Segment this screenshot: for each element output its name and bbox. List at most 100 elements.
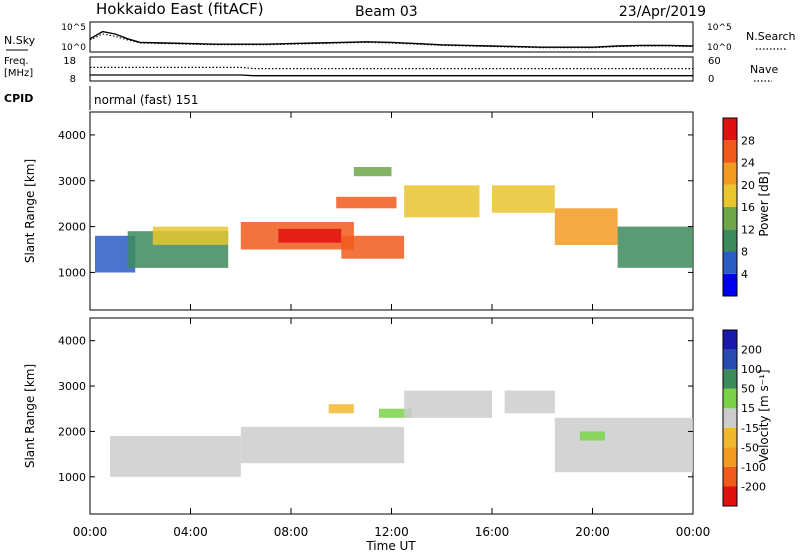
velocity-xticks — [89, 318, 694, 514]
colorbar-tick-label: 200 — [741, 344, 762, 357]
colorbar-cell — [723, 486, 737, 506]
noise-tick-right-top: 10^5 — [707, 23, 732, 33]
colorbar-tick-label: 4 — [741, 268, 748, 281]
xlabel: Time UT — [365, 539, 416, 553]
power-colorbar — [722, 117, 738, 297]
heatmap-region — [152, 226, 229, 245]
heatmap-region — [110, 436, 241, 477]
nsearch-label: N.Search — [746, 30, 796, 43]
range-tick-label: 4000 — [58, 335, 86, 348]
heatmap-region — [404, 185, 480, 218]
heatmap-region — [492, 185, 555, 213]
freq-unit-label: [MHz] — [4, 68, 33, 79]
colorbar-tick-label: 20 — [741, 179, 755, 192]
time-tick-label: 12:00 — [374, 525, 409, 539]
colorbar-cell — [723, 330, 737, 350]
range-tick-label: 1000 — [58, 266, 86, 279]
colorbar-cell — [723, 408, 737, 428]
colorbar-tick-label: -50 — [741, 441, 759, 454]
cpid-label: CPID — [4, 92, 33, 105]
heatmap-region — [240, 426, 405, 464]
freq-tick-right-top: 60 — [708, 56, 721, 67]
range-tick-label: 3000 — [58, 175, 86, 188]
beam-title: Beam 03 — [355, 4, 418, 20]
colorbar-tick-label: 16 — [741, 201, 755, 214]
freq-tick-left-top: 18 — [63, 56, 76, 67]
freq-series-line — [90, 74, 693, 77]
cpid-value: normal (fast) 151 — [94, 93, 198, 107]
heatmap-region — [404, 390, 492, 418]
velocity-plot — [110, 390, 693, 477]
noise-tick-left-bottom: 10^0 — [61, 43, 86, 53]
velocity-ylabel: Slant Range [km] — [23, 364, 37, 468]
time-tick-label: 08:00 — [274, 525, 309, 539]
colorbar-cell — [723, 118, 737, 141]
colorbar-cell — [723, 369, 737, 389]
velocity-colorbar — [722, 329, 738, 507]
colorbar-cell — [723, 447, 737, 467]
freq-plot — [90, 66, 693, 77]
colorbar-tick-label: 24 — [741, 157, 755, 170]
velocity-colorbar-ticks: -200 -100 -50 -15 15 50 100 200 — [741, 344, 766, 494]
colorbar-cell — [723, 140, 737, 163]
heatmap-region — [579, 431, 605, 441]
power-ylabel: Slant Range [km] — [23, 159, 37, 263]
heatmap-region — [554, 208, 618, 245]
colorbar-cell — [723, 162, 737, 185]
colorbar-cell — [723, 251, 737, 274]
colorbar-cell — [723, 229, 737, 252]
time-tick-label: 00:00 — [676, 525, 711, 539]
noise-plot — [89, 30, 694, 49]
colorbar-cell — [723, 207, 737, 230]
nave-label: Nave — [750, 63, 778, 76]
colorbar-frame — [722, 117, 738, 297]
colorbar-tick-label: 12 — [741, 223, 755, 236]
heatmap-region — [278, 228, 342, 243]
colorbar-cell — [723, 427, 737, 448]
date-title: 23/Apr/2019 — [619, 4, 706, 20]
colorbar-tick-label: -15 — [741, 422, 759, 435]
colorbar-tick-label: 100 — [741, 363, 762, 376]
power-label: Power [dB] — [757, 171, 771, 236]
colorbar-cell — [723, 466, 737, 487]
cpid-panel: CPID normal (fast) 151 — [4, 86, 198, 110]
range-tick-label: 4000 — [58, 129, 86, 142]
power-colorbar-ticks: 4 8 12 16 20 24 28 — [741, 134, 755, 281]
nsky-label: N.Sky — [4, 34, 36, 47]
colorbar-tick-label: 28 — [741, 134, 755, 147]
heatmap-region — [353, 167, 392, 177]
freq-panel: 18 8 60 0 Freq. [MHz] Nave — [4, 56, 778, 85]
heatmap-region — [336, 196, 397, 209]
colorbar-frame — [722, 329, 738, 507]
heatmap-region — [341, 235, 405, 259]
heatmap-region — [378, 408, 412, 418]
velocity-panel: Slant Range [km] 1000 2000 3000 4000 -200 -1… — [23, 317, 771, 515]
power-panel: Slant Range [km] 1000 2000 3000 4000 4 8 12 16… — [23, 111, 771, 311]
velocity-label: Velocity [m s⁻¹] — [757, 369, 771, 462]
time-axis-labels: 00:00 04:00 08:00 12:00 16:00 20:00 00:00 — [73, 525, 711, 539]
noise-panel: 10^5 10^0 10^5 10^0 N.Sky N.Search — [4, 21, 796, 53]
colorbar-cell — [723, 184, 737, 208]
noise-tick-left-top: 10^5 — [61, 23, 86, 33]
range-tick-label: 1000 — [58, 471, 86, 484]
time-tick-label: 00:00 — [73, 525, 108, 539]
range-tick-label: 3000 — [58, 380, 86, 393]
colorbar-cell — [723, 388, 737, 409]
colorbar-tick-label: 15 — [741, 402, 755, 415]
freq-label: Freq. — [4, 56, 29, 67]
freq-tick-left-bottom: 8 — [70, 74, 76, 85]
time-tick-label: 16:00 — [475, 525, 510, 539]
noise-series-line — [89, 30, 694, 48]
colorbar-cell — [723, 349, 737, 370]
colorbar-cell — [723, 273, 737, 297]
colorbar-tick-label: -100 — [741, 461, 766, 474]
power-xticks — [89, 112, 694, 310]
colorbar-tick-label: 50 — [741, 383, 755, 396]
time-tick-label: 04:00 — [173, 525, 208, 539]
colorbar-tick-label: -200 — [741, 480, 766, 493]
heatmap-region — [554, 417, 693, 473]
heatmap-region — [328, 404, 354, 414]
heatmap-region — [617, 226, 693, 268]
noise-tick-right-bottom: 10^0 — [707, 43, 732, 53]
